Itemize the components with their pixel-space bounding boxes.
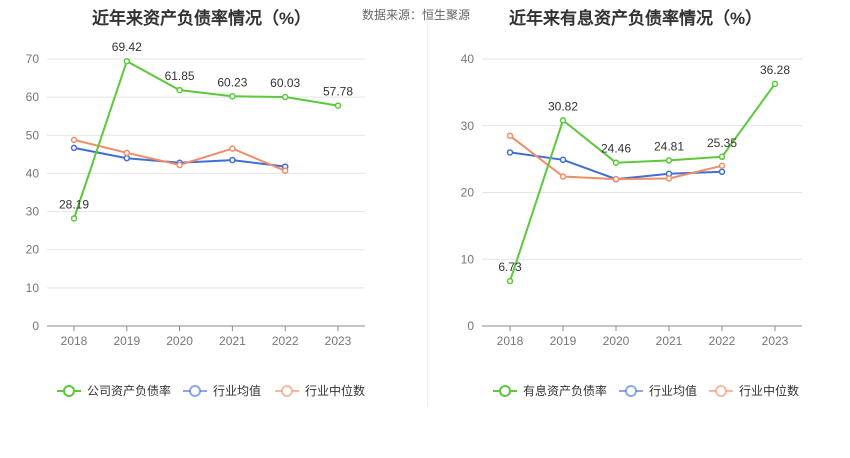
data-point bbox=[506, 132, 514, 140]
y-tick-label: 20 bbox=[26, 243, 40, 257]
x-tick-label: 2023 bbox=[762, 334, 789, 348]
data-point bbox=[123, 149, 131, 157]
y-tick-label: 0 bbox=[467, 319, 474, 333]
data-point bbox=[771, 80, 779, 88]
x-tick-label: 2018 bbox=[497, 334, 524, 348]
legend-label[interactable]: 有息资产负债率 bbox=[523, 383, 607, 398]
x-tick-label: 2019 bbox=[550, 334, 577, 348]
y-tick-label: 10 bbox=[26, 281, 40, 295]
y-tick-label: 40 bbox=[461, 52, 475, 66]
legend-marker[interactable] bbox=[715, 385, 727, 397]
data-point bbox=[281, 167, 289, 175]
series-line bbox=[73, 59, 339, 219]
data-point bbox=[229, 156, 236, 164]
data-point bbox=[70, 215, 78, 222]
legend-label[interactable]: 公司资产负债率 bbox=[87, 383, 171, 398]
series-line bbox=[509, 83, 776, 282]
data-point bbox=[70, 144, 78, 152]
data-point bbox=[176, 161, 183, 169]
data-point bbox=[70, 136, 78, 144]
data-label: 61.85 bbox=[165, 69, 195, 83]
data-label: 6.73 bbox=[498, 260, 522, 274]
data-source-label: 数据来源：恒生聚源 bbox=[362, 8, 471, 22]
legend-marker[interactable] bbox=[499, 385, 511, 397]
data-label: 30.82 bbox=[548, 99, 578, 113]
data-label: 60.03 bbox=[270, 76, 300, 90]
data-label: 24.46 bbox=[601, 142, 631, 156]
legend-label[interactable]: 行业均值 bbox=[213, 383, 261, 398]
y-tick-label: 0 bbox=[32, 319, 39, 333]
data-label: 25.35 bbox=[707, 136, 737, 150]
data-point bbox=[718, 168, 726, 176]
data-point bbox=[559, 117, 567, 124]
x-tick-label: 2021 bbox=[656, 334, 683, 348]
data-point bbox=[559, 156, 567, 164]
legend-label[interactable]: 行业中位数 bbox=[305, 383, 365, 398]
x-tick-label: 2022 bbox=[709, 334, 736, 348]
x-tick-label: 2021 bbox=[219, 334, 246, 348]
y-tick-label: 10 bbox=[461, 252, 475, 266]
data-point bbox=[506, 149, 514, 156]
x-tick-label: 2020 bbox=[166, 334, 193, 348]
data-label: 69.42 bbox=[112, 40, 142, 54]
legend-label[interactable]: 行业均值 bbox=[649, 383, 697, 398]
panel-divider bbox=[427, 22, 428, 406]
data-label: 57.78 bbox=[323, 85, 353, 99]
x-tick-label: 2019 bbox=[113, 334, 140, 348]
x-tick-label: 2020 bbox=[603, 334, 630, 348]
y-tick-label: 30 bbox=[26, 205, 40, 219]
legend-marker[interactable] bbox=[63, 385, 75, 397]
y-tick-label: 50 bbox=[26, 128, 40, 142]
data-point bbox=[612, 159, 620, 166]
legend-label[interactable]: 行业中位数 bbox=[739, 383, 799, 398]
chart-title-right: 近年来有息资产负债率情况（%） bbox=[509, 9, 763, 28]
data-point bbox=[612, 175, 620, 183]
data-label: 28.19 bbox=[59, 197, 89, 211]
data-point bbox=[665, 157, 673, 164]
right-line-chart: 0 10 20 30 40 2018 2019 2020 2021 2022 2023 6.73 30.… bbox=[461, 52, 802, 398]
legend-marker[interactable] bbox=[625, 385, 637, 397]
chart-title-left: 近年来资产负债率情况（%） bbox=[92, 9, 312, 28]
data-point bbox=[506, 277, 514, 285]
legend-marker[interactable] bbox=[189, 385, 201, 397]
data-label: 60.23 bbox=[217, 75, 247, 89]
y-tick-label: 70 bbox=[26, 52, 40, 66]
data-point bbox=[123, 154, 131, 162]
data-point bbox=[559, 173, 567, 180]
data-point bbox=[665, 175, 673, 182]
data-label: 36.28 bbox=[760, 63, 790, 77]
data-point bbox=[123, 57, 131, 65]
y-tick-label: 30 bbox=[461, 119, 475, 133]
x-tick-label: 2018 bbox=[61, 334, 88, 348]
data-point bbox=[718, 153, 726, 161]
y-tick-label: 40 bbox=[26, 166, 40, 180]
data-point bbox=[334, 102, 342, 109]
left-line-chart: 0 10 20 30 40 50 60 70 2018 2019 2020 2021 2022 2023 2… bbox=[26, 40, 365, 398]
y-tick-label: 60 bbox=[26, 90, 40, 104]
data-point bbox=[718, 162, 726, 170]
x-tick-label: 2022 bbox=[272, 334, 299, 348]
data-point bbox=[229, 93, 236, 100]
data-point bbox=[229, 145, 236, 152]
x-tick-label: 2023 bbox=[325, 334, 352, 348]
data-point bbox=[176, 86, 183, 94]
data-label: 24.81 bbox=[654, 139, 684, 153]
data-point bbox=[281, 93, 289, 101]
legend-marker[interactable] bbox=[281, 385, 293, 397]
y-tick-label: 20 bbox=[461, 186, 475, 200]
